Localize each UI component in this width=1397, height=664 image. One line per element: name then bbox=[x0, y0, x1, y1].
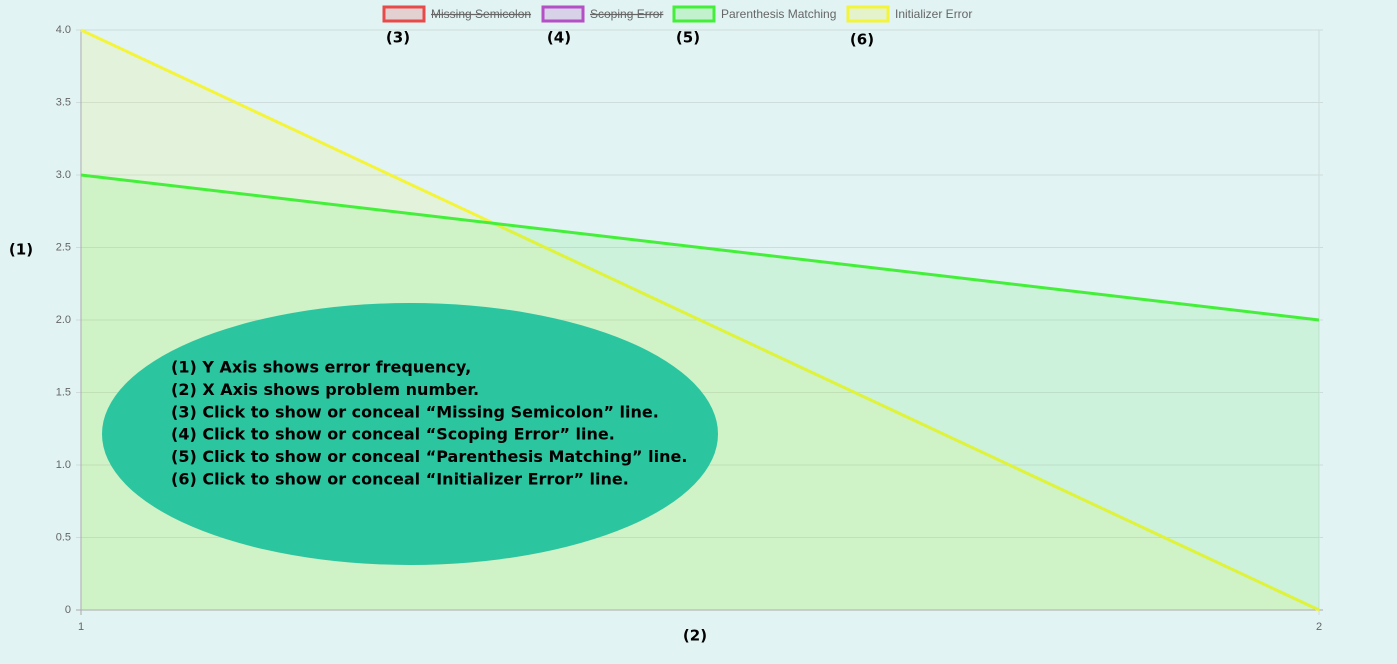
x-tick-label: 2 bbox=[1316, 621, 1322, 633]
callout-line: (1) Y Axis shows error frequency, bbox=[171, 358, 471, 377]
y-tick-label: 0.5 bbox=[56, 531, 71, 543]
series-line bbox=[80, 173, 1320, 322]
y-tick-label: 3.0 bbox=[56, 169, 71, 181]
y-tick-label: 2.0 bbox=[56, 314, 71, 326]
y-tick-label: 3.5 bbox=[56, 96, 71, 108]
annotation-marker: (4) bbox=[547, 29, 571, 47]
y-tick-label: 4.0 bbox=[56, 24, 71, 36]
callout-line: (4) Click to show or conceal “Scoping Er… bbox=[171, 425, 615, 444]
y-tick-label: 1.0 bbox=[56, 459, 71, 471]
legend-swatch[interactable] bbox=[846, 5, 890, 23]
y-tick-label: 1.5 bbox=[56, 386, 71, 398]
y-tick-label: 0 bbox=[65, 604, 71, 616]
callout-line: (2) X Axis shows problem number. bbox=[171, 380, 479, 399]
series-line bbox=[80, 28, 1320, 612]
legend-swatch[interactable] bbox=[382, 5, 426, 23]
annotation-marker: (1) bbox=[9, 241, 33, 259]
annotation-marker: (5) bbox=[676, 29, 700, 47]
legend-label[interactable]: Parenthesis Matching bbox=[721, 7, 836, 21]
callout-line: (5) Click to show or conceal “Parenthesi… bbox=[171, 447, 687, 466]
callout-line: (3) Click to show or conceal “Missing Se… bbox=[171, 402, 659, 421]
annotation-marker: (2) bbox=[683, 627, 707, 645]
x-tick-label: 1 bbox=[78, 621, 84, 633]
legend-swatch[interactable] bbox=[541, 5, 585, 23]
annotation-marker: (3) bbox=[386, 29, 410, 47]
annotation-marker: (6) bbox=[850, 31, 874, 49]
legend-swatch[interactable] bbox=[672, 5, 716, 23]
callout-bubble bbox=[102, 303, 718, 565]
legend-label[interactable]: Initializer Error bbox=[895, 7, 972, 21]
y-tick-label: 2.5 bbox=[56, 241, 71, 253]
legend-label[interactable]: Scoping Error bbox=[590, 7, 663, 21]
callout-line: (6) Click to show or conceal “Initialize… bbox=[171, 470, 629, 489]
legend-label[interactable]: Missing Semicolon bbox=[431, 7, 531, 21]
